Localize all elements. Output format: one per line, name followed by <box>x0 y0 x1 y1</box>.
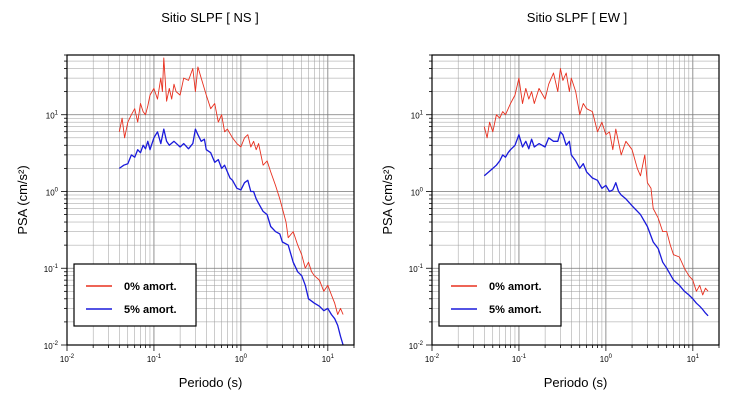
x-axis-label: Periodo (s) <box>179 375 243 390</box>
series-line-damped <box>118 128 344 346</box>
legend-label: 5% amort. <box>489 304 542 316</box>
x-axis-label: Periodo (s) <box>544 375 608 390</box>
y-axis-label: PSA (cm/s²) <box>15 165 30 234</box>
legend: 0% amort. 5% amort. <box>73 263 197 327</box>
chart-title: Sitio SLPF [ EW ] <box>527 10 627 25</box>
y-tick-label: 101 <box>411 111 424 121</box>
legend-label: 5% amort. <box>124 304 177 316</box>
y-tick-label: 100 <box>46 187 59 197</box>
y-tick-label: 10-1 <box>409 264 424 274</box>
legend-label: 0% amort. <box>489 281 542 293</box>
legend-box <box>438 263 562 327</box>
legend-box <box>73 263 197 327</box>
y-tick-label: 10-1 <box>44 264 59 274</box>
legend: 0% amort. 5% amort. <box>438 263 562 327</box>
x-tick-label: 101 <box>322 354 335 364</box>
legend-label: 0% amort. <box>124 281 177 293</box>
series-line-undamped <box>483 68 709 296</box>
x-tick-label: 10-2 <box>425 354 440 364</box>
x-tick-label: 10-2 <box>60 354 75 364</box>
y-axis-label: PSA (cm/s²) <box>380 165 395 234</box>
x-tick-label: 100 <box>235 354 248 364</box>
plot-frame <box>66 54 355 346</box>
chart-panel-1: Sitio SLPF [ NS ] 10-2 10-1 100 101 10-2 10-1 1… <box>15 10 355 390</box>
grid-lines <box>431 54 720 346</box>
y-tick-label: 100 <box>411 187 424 197</box>
x-tick-label: 101 <box>687 354 700 364</box>
series-line-damped <box>483 131 709 317</box>
x-tick-label: 100 <box>600 354 613 364</box>
plot-frame <box>431 54 720 346</box>
x-tick-label: 10-1 <box>147 354 162 364</box>
x-tick-label: 10-1 <box>512 354 527 364</box>
series-line-undamped <box>118 57 344 315</box>
chart-title: Sitio SLPF [ NS ] <box>161 10 259 25</box>
chart-panel-2: Sitio SLPF [ EW ] 10-2 10-1 100 101 10-2 10-1 1… <box>380 10 720 390</box>
y-tick-label: 101 <box>46 111 59 121</box>
y-tick-label: 10-2 <box>44 341 59 351</box>
y-tick-label: 10-2 <box>409 341 424 351</box>
grid-lines <box>66 54 355 346</box>
